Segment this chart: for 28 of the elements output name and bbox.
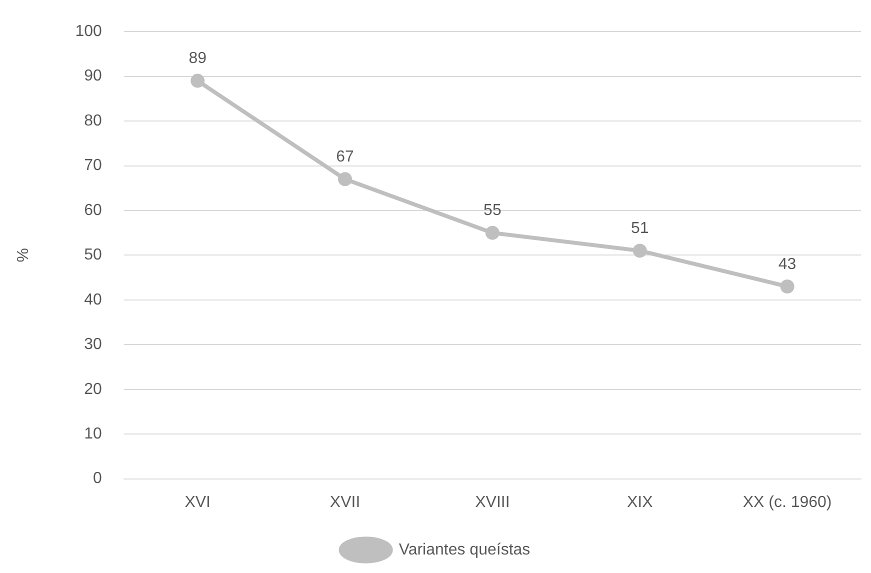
data-label: 55 <box>484 202 502 220</box>
x-tick-label: XVIII <box>475 494 510 511</box>
data-label: 51 <box>630 220 649 238</box>
data-label: 67 <box>336 148 354 166</box>
y-tick-label: 20 <box>84 380 102 398</box>
y-tick-label: 80 <box>84 112 102 130</box>
point <box>338 172 352 186</box>
y-tick-label: 40 <box>84 291 102 308</box>
x-tick-label: XX (c. 1960) <box>742 494 832 511</box>
x-tick-label: XVI <box>184 494 211 511</box>
y-axis-title: % <box>15 248 32 262</box>
y-tick-label: 70 <box>84 157 102 174</box>
point <box>190 74 205 88</box>
y-tick-label: 50 <box>84 246 102 264</box>
data-label: 43 <box>778 256 796 273</box>
y-tick-label: 90 <box>84 68 102 85</box>
y-tick-label: 100 <box>75 23 102 40</box>
y-tick-label: 0 <box>92 470 102 488</box>
y-tick-label: 60 <box>84 202 102 219</box>
y-tick-label: 10 <box>84 425 102 442</box>
y-tick-label: 30 <box>84 336 102 354</box>
x-tick-label: XVII <box>330 494 360 511</box>
point <box>632 244 647 258</box>
legend-label: Variantes queístas <box>398 541 530 558</box>
point <box>780 280 794 294</box>
x-tick-label: XIX <box>626 494 654 511</box>
data-label: 89 <box>188 50 207 68</box>
point <box>485 226 500 240</box>
